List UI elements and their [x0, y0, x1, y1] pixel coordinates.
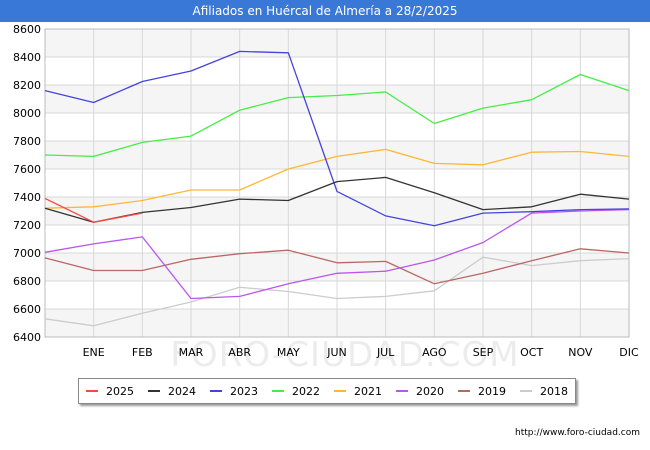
legend: 2025 2024 2023 2022 2021 2020 2019 2018 [78, 378, 576, 404]
legend-item-2019: 2019 [458, 385, 506, 398]
legend-item-2018: 2018 [520, 385, 568, 398]
series-line-2022 [44, 73, 630, 158]
legend-swatch [520, 390, 532, 392]
series-line-2018 [44, 256, 630, 327]
x-tick-label: NOV [568, 346, 593, 359]
y-tick-label: 6400 [13, 331, 41, 344]
x-tick-label: ABR [228, 346, 251, 359]
series-line-2020 [44, 208, 630, 300]
x-tick-label: DIC [619, 346, 639, 359]
chart-title: Afiliados en Huércal de Almería a 28/2/2… [0, 0, 650, 22]
x-tick-label: ENE [83, 346, 105, 359]
x-tick-label: OCT [520, 346, 543, 359]
legend-swatch [210, 390, 222, 392]
legend-item-2023: 2023 [210, 385, 258, 398]
x-tick-labels: ENE FEB MAR ABR MAY JUN JUL AGO SEP OCT NOV DIC [83, 346, 639, 359]
y-tick-label: 7600 [13, 163, 41, 176]
legend-item-2025: 2025 [86, 385, 134, 398]
legend-label: 2024 [168, 384, 196, 398]
x-tick-label: SEP [473, 346, 494, 359]
y-tick-label: 7200 [13, 219, 41, 232]
legend-label: 2021 [354, 384, 382, 398]
credit-link[interactable]: http://www.foro-ciudad.com [515, 428, 640, 438]
watermark: FORO-CIUDAD.COM [170, 335, 519, 375]
series-line-2025 [44, 197, 143, 223]
legend-swatch [334, 390, 346, 392]
legend-swatch [148, 390, 160, 392]
legend-swatch [272, 390, 284, 392]
legend-swatch [458, 390, 470, 392]
x-tick-label: FEB [132, 346, 153, 359]
x-tick-label: AGO [422, 346, 447, 359]
plot-border [44, 28, 630, 338]
series-line-2021 [44, 148, 630, 209]
series-line-2019 [44, 248, 630, 285]
y-tick-label: 7000 [13, 247, 41, 260]
y-tick-label: 8400 [13, 51, 41, 64]
legend-item-2021: 2021 [334, 385, 382, 398]
legend-label: 2025 [106, 384, 134, 398]
y-tick-label: 8200 [13, 79, 41, 92]
y-tick-label: 8000 [13, 107, 41, 120]
legend-label: 2022 [292, 384, 320, 398]
x-tick-label: JUL [376, 346, 395, 359]
y-tick-label: 8600 [13, 23, 41, 36]
y-tick-labels: 6400 6600 6800 7000 7200 7400 7600 7800 8000 8200… [13, 23, 41, 344]
y-tick-label: 7400 [13, 191, 41, 204]
series-line-2023 [44, 50, 630, 227]
legend-item-2024: 2024 [148, 385, 196, 398]
legend-item-2020: 2020 [396, 385, 444, 398]
legend-swatch [396, 390, 408, 392]
legend-label: 2020 [416, 384, 444, 398]
legend-label: 2019 [478, 384, 506, 398]
series-line-2024 [44, 176, 630, 223]
series-lines [44, 50, 630, 327]
x-tick-label: MAR [179, 346, 204, 359]
y-tick-label: 6800 [13, 275, 41, 288]
y-tick-label: 6600 [13, 303, 41, 316]
x-tick-label: MAY [277, 346, 300, 359]
legend-label: 2023 [230, 384, 258, 398]
legend-item-2022: 2022 [272, 385, 320, 398]
grid-lines [44, 28, 630, 338]
y-tick-label: 7800 [13, 135, 41, 148]
legend-swatch [86, 390, 98, 392]
legend-label: 2018 [540, 384, 568, 398]
x-tick-label: JUN [326, 346, 347, 359]
